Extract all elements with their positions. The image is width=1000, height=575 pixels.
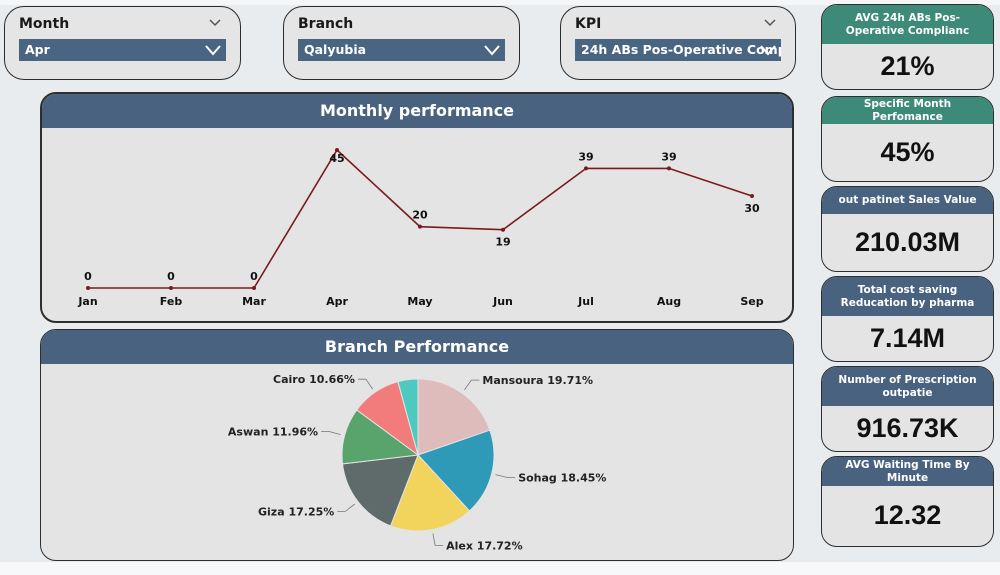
kpi-dropdown[interactable]: 24h ABs Pos-Operative Comp...: [575, 39, 781, 61]
kpi-slicer-label: KPI: [575, 16, 602, 32]
data-point[interactable]: [667, 166, 671, 171]
chevron-down-icon[interactable]: [763, 17, 777, 27]
data-point[interactable]: [169, 286, 173, 290]
branch-slicer-label: Branch: [298, 16, 354, 32]
x-tick-label: Aug: [657, 295, 681, 308]
data-label: 30: [744, 202, 760, 215]
branch-performance-panel: Branch Performance Mansoura 19.71% Sohag …: [40, 329, 794, 561]
kpi-card-avg-compliance: AVG 24h ABs Pos-Operative Complianc 21%: [821, 4, 994, 90]
leader-line: [495, 474, 516, 478]
kpi-title: AVG 24h ABs Pos-Operative Complianc: [822, 5, 993, 44]
kpi-title: Specific Month Perfomance: [822, 97, 993, 124]
kpi-title: Total cost saving Reducation by pharma: [822, 277, 993, 316]
chevron-down-icon[interactable]: [208, 17, 222, 27]
pie-label: Cairo 10.66%: [273, 373, 355, 386]
kpi-card-month-performance: Specific Month Perfomance 45%: [821, 96, 994, 182]
monthly-performance-title: Monthly performance: [42, 94, 792, 128]
pie-slice-sohag[interactable]: [417, 429, 495, 512]
monthly-line-chart: 0 Jan 0 Feb 0 Mar 45 Apr 20 May 19 Jun 39 Jul 39 Aug 30 S…: [77, 148, 764, 308]
kpi-value: 7.14M: [869, 323, 946, 353]
data-label: 0: [167, 270, 175, 283]
leader-line: [432, 533, 444, 546]
month-slicer: Month Apr: [4, 6, 241, 80]
data-label: 0: [250, 270, 258, 283]
data-point[interactable]: [584, 166, 588, 171]
x-tick-label: Jul: [577, 295, 594, 308]
data-label: 39: [661, 150, 676, 163]
pie-label: Mansoura 19.71%: [482, 374, 593, 387]
branch-dropdown-value: Qalyubia: [304, 42, 367, 57]
kpi-slicer: KPI 24h ABs Pos-Operative Comp...: [560, 6, 796, 80]
pie-label: Alex 17.72%: [446, 539, 522, 552]
kpi-card-cost-saving: Total cost saving Reducation by pharma 7…: [821, 276, 994, 362]
pie-label: Giza 17.25%: [258, 505, 334, 518]
top-strip: [0, 0, 1000, 5]
x-tick-label: Jan: [77, 295, 97, 308]
data-point[interactable]: [418, 224, 422, 229]
leader-line: [337, 503, 356, 512]
kpi-card-prescriptions: Number of Prescription outpatie 916.73K: [821, 366, 994, 452]
branch-dropdown[interactable]: Qalyubia: [298, 39, 505, 61]
data-label: 0: [84, 270, 92, 283]
data-point[interactable]: [501, 227, 505, 232]
dropdown-arrow-icon: [760, 45, 776, 56]
x-tick-label: May: [407, 295, 432, 308]
kpi-dropdown-value: 24h ABs Pos-Operative Comp...: [581, 42, 781, 57]
pie-slice-other[interactable]: [397, 378, 419, 456]
leader-line: [464, 379, 480, 391]
data-label: 19: [495, 236, 510, 249]
bottom-strip: [0, 562, 1000, 575]
data-label: 39: [578, 150, 593, 163]
kpi-value: 916.73K: [856, 413, 959, 443]
data-point[interactable]: [335, 148, 339, 152]
pie-slice-alex[interactable]: [389, 454, 471, 532]
monthly-performance-panel: Monthly performance 0 Jan 0 Feb 0 Mar 45 Apr 20 M…: [40, 92, 794, 323]
x-tick-label: Feb: [160, 295, 183, 308]
kpi-value: 21%: [880, 51, 935, 81]
month-dropdown-value: Apr: [25, 42, 50, 57]
data-point[interactable]: [750, 194, 754, 198]
x-tick-label: Jun: [492, 295, 513, 308]
dropdown-arrow-icon: [205, 45, 221, 56]
x-tick-label: Mar: [242, 295, 266, 308]
kpi-value: 45%: [880, 137, 935, 167]
pie-slice-giza[interactable]: [341, 454, 419, 527]
branch-slicer: Branch Qalyubia: [283, 6, 520, 80]
data-label: 20: [412, 209, 428, 222]
x-tick-label: Sep: [740, 295, 763, 308]
kpi-title: out patinet Sales Value: [822, 187, 993, 214]
kpi-value: 210.03M: [854, 227, 961, 257]
branch-pie-chart: Mansoura 19.71% Sohag 18.45% Alex 17.72% Gi…: [228, 373, 607, 552]
kpi-card-sales-value: out patinet Sales Value 210.03M: [821, 186, 994, 272]
leader-line: [357, 378, 374, 390]
kpi-title: Number of Prescription outpatie: [822, 367, 993, 406]
month-slicer-label: Month: [19, 16, 70, 32]
dropdown-arrow-icon: [484, 45, 500, 56]
kpi-value: 12.32: [873, 500, 942, 530]
kpi-title: AVG Waiting Time By Minute: [822, 457, 993, 486]
leader-line: [321, 431, 341, 435]
pie-label: Sohag 18.45%: [518, 472, 606, 485]
data-point[interactable]: [252, 286, 256, 290]
month-dropdown[interactable]: Apr: [19, 39, 226, 61]
branch-performance-title: Branch Performance: [41, 330, 793, 364]
kpi-card-waiting-time: AVG Waiting Time By Minute 12.32: [821, 456, 994, 547]
data-label: 45: [329, 152, 344, 165]
data-point[interactable]: [86, 286, 90, 290]
x-tick-label: Apr: [326, 295, 348, 308]
pie-label: Aswan 11.96%: [228, 426, 318, 439]
